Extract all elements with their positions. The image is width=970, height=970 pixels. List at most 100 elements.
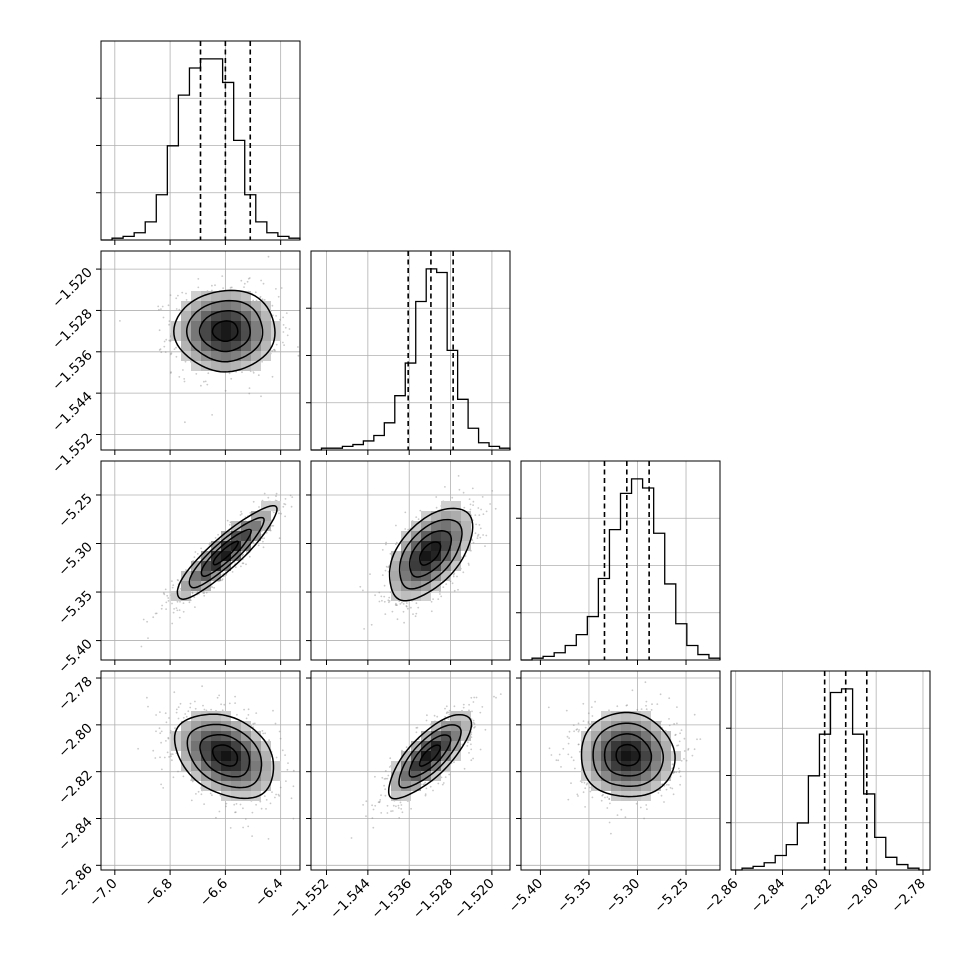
sample-point	[383, 778, 386, 780]
sample-point	[445, 705, 448, 708]
x-tick-label: −1.536	[368, 876, 415, 923]
sample-point	[242, 562, 245, 565]
sample-point	[185, 292, 187, 295]
sample-point	[387, 566, 390, 569]
x-tick-label: −1.528	[410, 876, 457, 923]
sample-point	[268, 739, 270, 742]
sample-point	[205, 591, 208, 594]
sample-point	[439, 593, 441, 595]
density-cell	[211, 731, 221, 741]
density-cell	[261, 771, 271, 781]
histogram-panel-0	[96, 40, 301, 245]
sample-point	[223, 703, 226, 706]
sample-point	[251, 811, 254, 814]
sample-point	[414, 615, 417, 618]
density-cell	[221, 541, 231, 551]
sample-point	[167, 304, 170, 307]
sample-point	[167, 737, 170, 740]
density-cell	[171, 731, 181, 741]
sample-point	[274, 499, 277, 502]
sample-point	[383, 595, 386, 598]
sample-point	[200, 384, 202, 387]
sample-point	[389, 552, 392, 555]
density-cell	[231, 301, 241, 311]
sample-point	[242, 826, 245, 829]
sample-point	[254, 291, 257, 294]
sample-point	[241, 555, 244, 557]
sample-point	[468, 498, 471, 500]
density-cell	[191, 361, 201, 371]
sample-point	[230, 286, 233, 289]
sample-point	[292, 769, 295, 772]
sample-point	[472, 541, 475, 544]
sample-point	[262, 546, 265, 549]
sample-point	[275, 492, 278, 495]
sample-point	[485, 534, 488, 537]
sample-point	[381, 549, 384, 551]
sample-point	[274, 722, 277, 725]
density-cell	[421, 571, 431, 581]
density-cell	[211, 361, 221, 371]
density-cell	[211, 351, 221, 361]
density-cell	[271, 771, 281, 781]
histogram-panel-1	[306, 250, 511, 455]
y-tick-label: −5.40	[55, 636, 96, 677]
x-tick-label: −6.4	[252, 876, 286, 910]
sample-point	[175, 308, 178, 310]
y-tick-label: −5.35	[55, 588, 96, 629]
sample-point	[173, 348, 176, 350]
sample-point	[457, 588, 459, 591]
sample-point	[378, 801, 381, 804]
sample-point	[177, 294, 179, 297]
sample-point	[239, 514, 242, 516]
sample-point	[279, 737, 282, 740]
sample-point	[362, 589, 364, 592]
sample-point	[398, 817, 401, 819]
sample-point	[179, 588, 182, 590]
x-tick-label: −1.520	[451, 876, 498, 923]
density-cell	[431, 541, 441, 551]
sample-point	[453, 761, 455, 764]
sample-point	[201, 685, 204, 688]
sample-point	[424, 794, 427, 797]
density-cell	[391, 571, 401, 581]
sample-point	[185, 299, 188, 301]
density-cell	[191, 741, 201, 751]
sample-point	[208, 543, 211, 546]
density-cell	[251, 361, 261, 371]
sample-point	[415, 602, 418, 605]
grid-lines	[311, 251, 510, 450]
sample-point	[257, 374, 260, 377]
sample-point	[448, 773, 451, 776]
density-cell	[261, 511, 271, 521]
density-cell	[421, 551, 431, 561]
density-cell	[201, 311, 211, 321]
sample-point	[471, 710, 473, 713]
sample-point	[273, 348, 276, 351]
sample-point	[478, 524, 481, 526]
density-cell	[231, 761, 241, 771]
density-cell	[231, 361, 241, 371]
sample-point	[241, 562, 244, 565]
sample-point	[221, 709, 224, 712]
sample-point	[247, 825, 250, 828]
sample-point	[451, 496, 454, 499]
sample-point	[158, 329, 161, 332]
density-cell	[391, 791, 401, 801]
sample-point	[247, 277, 250, 280]
density-cell	[451, 541, 461, 551]
scatter-panel-3-0: −2.86−2.84−2.82−2.80−2.78−7.0 −6.8 −6.6 −6.…	[55, 670, 301, 910]
sample-point	[155, 730, 157, 733]
sample-point	[395, 541, 398, 544]
sample-point	[210, 708, 213, 711]
density-cell	[231, 341, 241, 351]
sample-point	[234, 695, 237, 698]
sample-point	[471, 539, 474, 542]
density-cell	[211, 331, 221, 341]
sample-point	[265, 531, 268, 534]
sample-point	[248, 387, 251, 389]
sample-point	[251, 835, 254, 837]
density-cell	[191, 581, 201, 591]
sample-point	[279, 318, 281, 321]
sample-point	[386, 812, 389, 814]
